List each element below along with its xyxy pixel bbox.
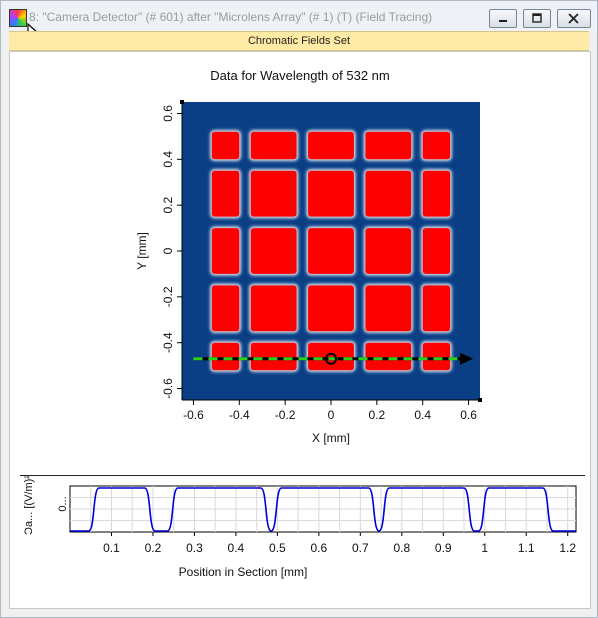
lens-cell [211,131,240,160]
section-profile-line [70,487,576,532]
section-x-tick-label: 0.9 [435,541,452,555]
section-arrow-icon [460,352,474,365]
lens-cell [365,228,412,274]
section-x-tick-label: 0.2 [145,541,162,555]
lens-cell [365,342,412,371]
lens-cell [250,285,297,332]
lens-cell [365,131,412,160]
lens-cell [422,170,451,217]
chromatic-fields-banner[interactable]: Chromatic Fields Set [9,31,589,51]
lens-cell [308,170,354,217]
minimize-icon [499,20,507,22]
x-tick-label: 0.6 [460,408,477,422]
restore-icon [532,13,542,23]
x-tick-label: -0.6 [183,408,204,422]
lens-cell [308,228,354,274]
section-x-tick-label: 0.6 [311,541,328,555]
y-axis-label: Y [mm] [135,232,149,270]
section-x-tick-label: 0.8 [393,541,410,555]
y-tick-label: -0.6 [161,378,175,399]
section-plot[interactable]: 0.1 0.2 0.3 0.4 0.5 0.6 0.7 0.8 0.9 1 1.1 1.2 0... Ɔa… [10,476,590,608]
lens-cell [211,342,240,371]
lens-cell [365,285,412,332]
lens-cell [250,228,297,274]
lens-cell [211,170,240,217]
lens-cell [422,285,451,332]
field-heatmap[interactable]: -0.6 -0.4 -0.2 0 0.2 0.4 0.6 0.6 0.4 0.2 0 -0.2 -0.4… [10,52,590,462]
lens-cell [250,170,297,217]
lens-cell [308,342,354,371]
y-tick-label: 0.6 [161,105,175,122]
plot-area: Data for Wavelength of 532 nm -0.6 -0.4 -0… [9,51,591,609]
lens-cells [210,130,452,372]
lens-cell [422,131,451,160]
section-x-tick-label: 0.7 [352,541,369,555]
x-tick-label: 0.2 [369,408,386,422]
minimize-button[interactable] [489,9,517,28]
lens-cell [250,342,297,371]
x-axis-label: X [mm] [312,431,350,445]
window-title: 8: "Camera Detector" (# 601) after "Micr… [29,10,433,24]
section-x-tick-label: 0.1 [103,541,120,555]
lens-cell [308,131,354,160]
axis-end-marker [180,100,184,104]
plot-title: Data for Wavelength of 532 nm [210,68,390,83]
section-x-tick-label: 1.2 [559,541,576,555]
section-x-tick-label: 0.3 [186,541,203,555]
section-y-axis-label: Ɔa... [(V/m)² [23,476,35,535]
y-tick-label: -0.4 [161,332,175,353]
section-y-tick-label: 0... [57,496,69,511]
section-x-axis-label: Position in Section [mm] [179,565,308,579]
lens-cell [365,170,412,217]
x-tick-label: -0.2 [275,408,296,422]
plot-divider [20,475,585,476]
restore-button[interactable] [523,9,551,28]
app-icon[interactable] [9,9,27,27]
x-tick-label: 0.4 [414,408,431,422]
y-tick-label: 0.2 [161,196,175,213]
lens-cell [211,285,240,332]
y-tick-label: 0.4 [161,151,175,168]
close-icon [568,13,579,24]
x-tick-label: 0 [328,408,335,422]
title-bar[interactable]: 8: "Camera Detector" (# 601) after "Micr… [1,1,597,43]
x-tick-label: -0.4 [229,408,250,422]
section-x-tick-label: 1.1 [518,541,535,555]
close-button[interactable] [557,9,591,28]
lens-cell [422,342,451,371]
y-tick-label: -0.2 [161,286,175,307]
section-x-tick-label: 0.5 [269,541,286,555]
section-center-marker-icon [325,352,337,365]
lens-cell [250,131,297,160]
section-x-tick-label: 1 [481,541,488,555]
lens-cell [308,285,354,332]
axis-end-marker [478,398,482,402]
section-x-tick-label: 0.4 [228,541,245,555]
lens-cell [211,228,240,274]
lens-cell [422,228,451,274]
y-tick-label: 0 [161,247,175,254]
